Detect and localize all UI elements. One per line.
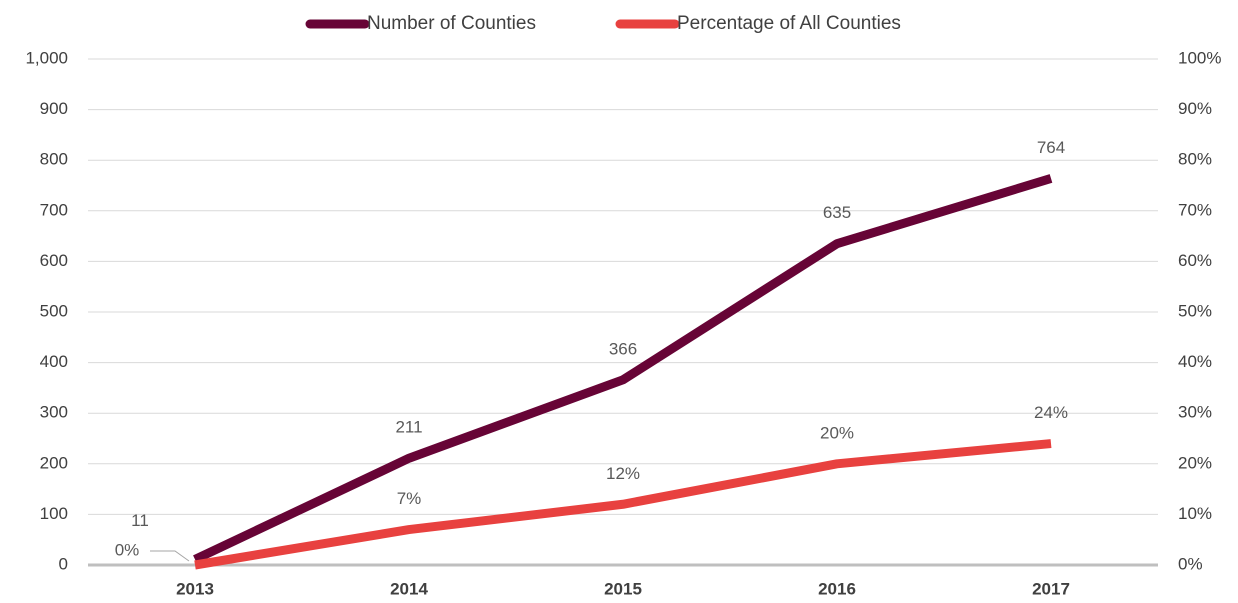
x-tick-label: 2017 <box>1032 579 1070 598</box>
x-tick-label: 2016 <box>818 579 856 598</box>
series-line <box>194 439 1052 570</box>
data-label: 7% <box>397 489 422 508</box>
leader-line <box>150 550 190 562</box>
y-tick-label: 0 <box>59 554 68 573</box>
x-tick-label: 2015 <box>604 579 642 598</box>
y2-tick-label: 90% <box>1178 99 1212 118</box>
data-label: 211 <box>395 418 422 437</box>
data-label: 20% <box>820 423 854 442</box>
y2-tick-label: 100% <box>1178 48 1221 67</box>
series-line <box>193 174 1053 564</box>
data-label: 764 <box>1037 138 1065 157</box>
data-label: 635 <box>823 203 851 222</box>
data-label: 11 <box>131 511 149 530</box>
legend-label: Percentage of All Counties <box>677 13 901 34</box>
y2-tick-label: 70% <box>1178 200 1212 219</box>
x-tick-label: 2013 <box>176 579 214 598</box>
x-tick-label: 2014 <box>390 579 428 598</box>
data-label: 366 <box>609 339 637 358</box>
y-tick-label: 400 <box>40 352 68 371</box>
y-tick-label: 600 <box>40 251 68 270</box>
y-tick-label: 200 <box>40 453 68 472</box>
y-tick-label: 1,000 <box>25 48 68 67</box>
y2-tick-label: 50% <box>1178 301 1212 320</box>
y-tick-label: 100 <box>40 504 68 523</box>
y-tick-label: 300 <box>40 403 68 422</box>
y2-tick-label: 40% <box>1178 352 1212 371</box>
data-label: 24% <box>1034 403 1068 422</box>
y2-tick-label: 10% <box>1178 504 1212 523</box>
y2-tick-label: 20% <box>1178 453 1212 472</box>
y2-tick-label: 80% <box>1178 150 1212 169</box>
data-label: 0% <box>115 540 140 559</box>
y-tick-label: 900 <box>40 99 68 118</box>
data-label: 12% <box>606 464 640 483</box>
y2-tick-label: 60% <box>1178 251 1212 270</box>
legend-label: Number of Counties <box>367 13 536 34</box>
y-tick-label: 700 <box>40 200 68 219</box>
y-tick-label: 500 <box>40 301 68 320</box>
y-tick-label: 800 <box>40 150 68 169</box>
y2-tick-label: 0% <box>1178 554 1203 573</box>
y2-tick-label: 30% <box>1178 403 1212 422</box>
